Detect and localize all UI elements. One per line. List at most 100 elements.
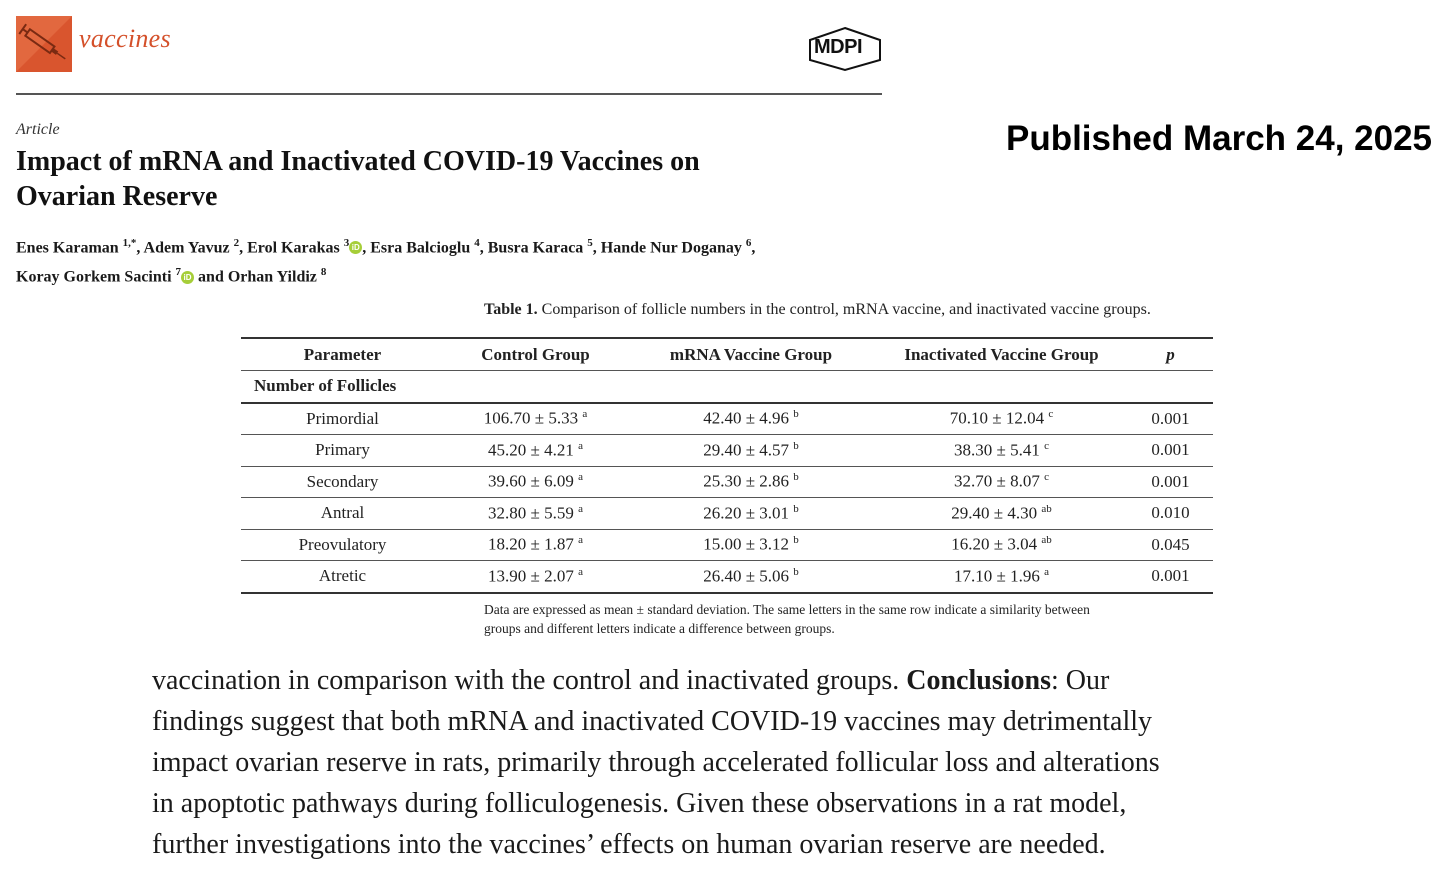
significance-letter: ab: [1041, 534, 1052, 547]
header-inactivated: Inactivated Vaccine Group: [875, 337, 1128, 371]
cell-parameter: Atretic: [241, 560, 444, 594]
cell-p-value-value: 0.001: [1151, 566, 1190, 586]
article-type: Article: [16, 121, 60, 138]
cell-p-value-value: 0.001: [1151, 408, 1190, 428]
cell-mrna: 26.40 ± 5.06 b: [627, 560, 875, 594]
cell-inactivated: 16.20 ± 3.04 ab: [875, 529, 1128, 561]
title-line-1: Impact of mRNA and Inactivated COVID-19 …: [16, 146, 700, 177]
author-name[interactable]: Hande Nur Doganay: [600, 239, 742, 257]
abstract-text: vaccination in comparison with the contr…: [152, 665, 900, 696]
cell-parameter-value: Primordial: [306, 408, 379, 428]
author-name[interactable]: Busra Karaca: [487, 239, 584, 257]
cell-p-value-value: 0.001: [1151, 440, 1190, 460]
significance-letter: b: [793, 408, 799, 421]
publisher-name: MDPI: [814, 36, 863, 58]
table-caption-text: Comparison of follicle numbers in the co…: [541, 301, 1151, 318]
table-section-row: Number of Follicles: [241, 370, 1213, 404]
footnote-line-1: Data are expressed as mean ± standard de…: [484, 602, 1090, 617]
significance-letter: b: [793, 502, 799, 515]
title-line-2: Ovarian Reserve: [16, 181, 218, 212]
significance-letter: b: [793, 439, 799, 452]
cell-inactivated-value: 32.70 ± 8.07: [954, 472, 1040, 492]
cell-inactivated: 32.70 ± 8.07 c: [875, 466, 1128, 498]
table-row: Secondary 39.60 ± 6.09 a 25.30 ± 2.86 b 32.…: [241, 466, 1213, 498]
table-row: Preovulatory 18.20 ± 1.87 a 15.00 ± 3.12 b…: [241, 529, 1213, 561]
significance-letter: b: [793, 565, 799, 578]
cell-control-value: 39.60 ± 6.09: [488, 472, 574, 492]
cell-mrna: 25.30 ± 2.86 b: [627, 466, 875, 498]
cell-p-value-value: 0.001: [1151, 471, 1190, 491]
cell-mrna-value: 26.20 ± 3.01: [703, 503, 790, 523]
cell-inactivated-value: 38.30 ± 5.41: [954, 440, 1040, 460]
significance-letter: a: [578, 439, 583, 452]
author-line-2: Koray Gorkem Sacinti 7 iD and Orhan Yildi…: [16, 260, 876, 289]
cell-p-value-value: 0.010: [1151, 503, 1190, 523]
publisher-logo: MDPI: [808, 26, 882, 72]
cell-inactivated-value: 70.10 ± 12.04: [949, 409, 1045, 429]
table-row: Primary 45.20 ± 4.21 a 29.40 ± 4.57 b 38.30…: [241, 434, 1213, 467]
cell-p-value: 0.001: [1128, 466, 1213, 498]
significance-letter: a: [1044, 565, 1049, 578]
cell-parameter: Antral: [241, 497, 444, 530]
author-name[interactable]: Orhan Yildiz: [227, 268, 317, 286]
author-name[interactable]: Esra Balcioglu: [370, 239, 471, 257]
cell-mrna-value: 42.40 ± 4.96: [703, 409, 790, 429]
cell-inactivated-value: 17.10 ± 1.96: [954, 566, 1040, 586]
cell-p-value: 0.045: [1128, 529, 1213, 561]
orcid-icon[interactable]: iD: [349, 241, 363, 255]
author-name[interactable]: Erol Karakas: [247, 239, 340, 257]
cell-control: 45.20 ± 4.21 a: [444, 434, 627, 467]
cell-control-value: 18.20 ± 1.87: [488, 535, 574, 555]
table-row: Atretic 13.90 ± 2.07 a 26.40 ± 5.06 b 17.10…: [241, 560, 1213, 594]
author-name[interactable]: Koray Gorkem Sacinti: [16, 268, 172, 286]
cell-inactivated: 70.10 ± 12.04 c: [875, 402, 1128, 435]
cell-mrna-value: 29.40 ± 4.57: [703, 440, 790, 460]
cell-control: 106.70 ± 5.33 a: [444, 402, 627, 435]
cell-parameter-value: Primary: [315, 440, 370, 460]
author-line-1: Enes Karaman 1,*, Adem Yavuz 2, Erol Kar…: [16, 237, 756, 257]
cell-inactivated: 38.30 ± 5.41 c: [875, 434, 1128, 467]
orcid-icon[interactable]: iD: [181, 270, 195, 284]
table-row: Primordial 106.70 ± 5.33 a 42.40 ± 4.96 b 7…: [241, 402, 1213, 435]
author-affiliation: 3: [343, 237, 350, 249]
cell-inactivated-value: 29.40 ± 4.30: [951, 503, 1038, 523]
abstract-line-4: in apoptotic pathways during folliculoge…: [152, 788, 1127, 819]
cell-parameter: Preovulatory: [241, 529, 444, 561]
table-footnote: Data are expressed as mean ± standard de…: [484, 600, 1224, 638]
significance-letter: a: [578, 502, 583, 515]
table-caption-label: Table 1.: [484, 301, 538, 318]
journal-logo: [16, 16, 72, 72]
significance-letter: ab: [1041, 502, 1052, 515]
cell-mrna: 26.20 ± 3.01 b: [627, 497, 875, 530]
header-p: p: [1128, 337, 1213, 371]
cell-p-value: 0.010: [1128, 497, 1213, 530]
conclusions-heading: Conclusions: [906, 665, 1051, 696]
significance-letter: c: [1044, 439, 1049, 452]
significance-letter: a: [578, 565, 583, 578]
author-affiliation: 6: [745, 237, 752, 249]
cell-inactivated-value: 16.20 ± 3.04: [951, 535, 1038, 555]
author-name[interactable]: Enes Karaman: [16, 239, 119, 257]
cell-parameter: Primordial: [241, 402, 444, 435]
cell-control: 32.80 ± 5.59 a: [444, 497, 627, 530]
cell-mrna-value: 15.00 ± 3.12: [703, 535, 790, 555]
cell-control: 18.20 ± 1.87 a: [444, 529, 627, 561]
significance-letter: b: [793, 534, 799, 547]
header-parameter: Parameter: [241, 337, 444, 371]
author-name[interactable]: Adem Yavuz: [143, 239, 230, 257]
author-affiliation: 5: [587, 237, 593, 249]
abstract-line-1: vaccination in comparison with the contr…: [152, 660, 1322, 701]
cell-p-value: 0.001: [1128, 560, 1213, 594]
cell-p-value: 0.001: [1128, 434, 1213, 467]
author-list: Enes Karaman 1,*, Adem Yavuz 2, Erol Kar…: [16, 231, 876, 290]
cell-control-value: 106.70 ± 5.33: [483, 409, 579, 429]
table-header-row: Parameter Control Group mRNA Vaccine Gro…: [241, 337, 1213, 371]
significance-letter: a: [578, 534, 583, 547]
cell-parameter-value: Secondary: [306, 471, 379, 491]
header-control: Control Group: [444, 337, 627, 371]
mdpi-hexagon-icon: [809, 26, 881, 72]
author-affiliation: 4: [474, 237, 480, 249]
article-title: Impact of mRNA and Inactivated COVID-19 …: [16, 144, 836, 214]
cell-parameter-value: Antral: [320, 503, 365, 523]
cell-control: 13.90 ± 2.07 a: [444, 560, 627, 594]
